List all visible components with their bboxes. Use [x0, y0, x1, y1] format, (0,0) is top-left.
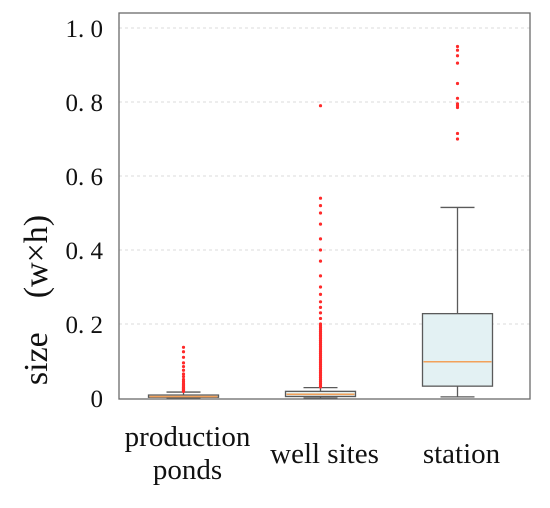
y-axis-ticks: 0 0. 2 0. 4 0. 6 0. 8 1. 0	[66, 16, 104, 413]
outlier-point	[318, 248, 323, 252]
outliers	[181, 44, 460, 393]
outlier-point	[318, 311, 323, 315]
outlier-point	[181, 374, 186, 379]
outlier-point	[318, 204, 323, 208]
plot-frame	[118, 12, 531, 400]
outlier-point	[181, 377, 186, 382]
outlier-point	[318, 211, 323, 215]
outlier-point	[455, 96, 460, 100]
y-tick-label: 0	[91, 386, 104, 413]
x-tick-label: well sites	[270, 438, 379, 470]
x-tick-label-line: ponds	[153, 454, 222, 486]
outlier-point	[455, 131, 460, 136]
outlier-point	[318, 222, 323, 226]
outlier-point	[455, 44, 460, 49]
outlier-point	[318, 285, 323, 289]
outlier-point	[455, 48, 460, 52]
outlier-point	[455, 61, 460, 65]
grid-lines	[119, 27, 530, 325]
y-tick-label: 0. 8	[66, 90, 104, 117]
x-axis-labels: production ponds well sites station	[125, 421, 501, 486]
outlier-point	[181, 355, 186, 359]
boxes	[147, 206, 494, 399]
outlier-point	[318, 196, 323, 200]
y-tick-label: 0. 2	[66, 312, 104, 339]
outlier-point	[181, 345, 186, 349]
outlier-point	[181, 361, 186, 365]
outlier-point	[318, 274, 323, 278]
x-tick-label: production ponds	[125, 421, 251, 486]
outlier-point	[318, 322, 323, 326]
box	[421, 312, 494, 387]
outlier-point	[318, 259, 323, 263]
x-tick-label: station	[423, 438, 501, 470]
outlier-point	[181, 364, 186, 369]
outlier-point	[318, 292, 323, 296]
y-tick-label: 0. 6	[66, 164, 104, 191]
y-axis-label: size (w×h)	[18, 215, 55, 385]
outlier-point	[455, 54, 460, 58]
outlier-point	[318, 316, 323, 321]
x-tick-label-line: production	[125, 421, 251, 453]
outlier-point	[318, 104, 323, 108]
outlier-point	[455, 102, 460, 106]
y-tick-label: 0. 4	[66, 238, 104, 265]
outlier-point	[181, 350, 186, 354]
outlier-point	[455, 81, 460, 86]
outlier-point	[318, 300, 323, 304]
outlier-point	[455, 137, 460, 141]
outlier-point	[181, 368, 186, 372]
outlier-point	[318, 305, 323, 309]
outlier-point	[318, 237, 323, 241]
outlier-point	[181, 372, 186, 376]
y-tick-label: 1. 0	[66, 16, 104, 43]
